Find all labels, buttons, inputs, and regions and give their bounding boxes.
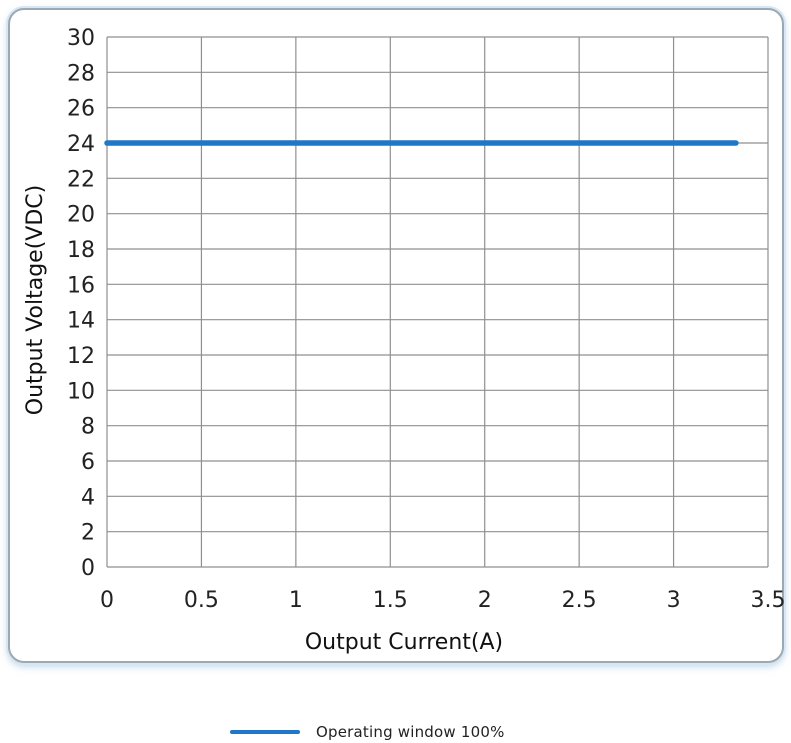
- grid-lines: [106, 36, 769, 568]
- x-tick-label: 1.5: [373, 588, 408, 613]
- legend-label: Operating window 100%: [316, 723, 505, 741]
- y-tick-label: 0: [81, 556, 95, 581]
- y-tick-label: 12: [67, 344, 95, 369]
- y-tick-label: 28: [67, 61, 95, 86]
- legend-swatch: [230, 730, 300, 734]
- x-tick-label: 0.5: [184, 588, 219, 613]
- y-tick-label: 20: [67, 203, 95, 228]
- y-tick-label: 30: [67, 26, 95, 51]
- y-tick-label: 2: [81, 521, 95, 546]
- y-tick-label: 26: [67, 97, 95, 122]
- x-tick-label: 2: [478, 588, 492, 613]
- y-tick-label: 4: [81, 485, 95, 510]
- y-tick-label: 10: [67, 379, 95, 404]
- x-axis-title: Output Current(A): [305, 630, 503, 655]
- y-axis-title: Output Voltage(VDC): [23, 185, 48, 415]
- x-tick-label: 2.5: [562, 588, 597, 613]
- legend: Operating window 100%: [230, 722, 505, 742]
- x-axis-tick-labels: 0 0.5 1 1.5 2 2.5 3 3.5: [100, 588, 786, 613]
- y-tick-label: 8: [81, 415, 95, 440]
- y-tick-label: 6: [81, 450, 95, 475]
- y-tick-label: 16: [67, 273, 95, 298]
- y-tick-label: 18: [67, 238, 95, 263]
- x-tick-label: 3: [667, 588, 681, 613]
- x-tick-label: 1: [289, 588, 303, 613]
- y-tick-label: 24: [67, 132, 95, 157]
- x-tick-label: 0: [100, 588, 114, 613]
- x-tick-label: 3.5: [751, 588, 786, 613]
- y-tick-label: 22: [67, 167, 95, 192]
- y-tick-label: 14: [67, 309, 95, 334]
- chart-frame: [8, 8, 784, 663]
